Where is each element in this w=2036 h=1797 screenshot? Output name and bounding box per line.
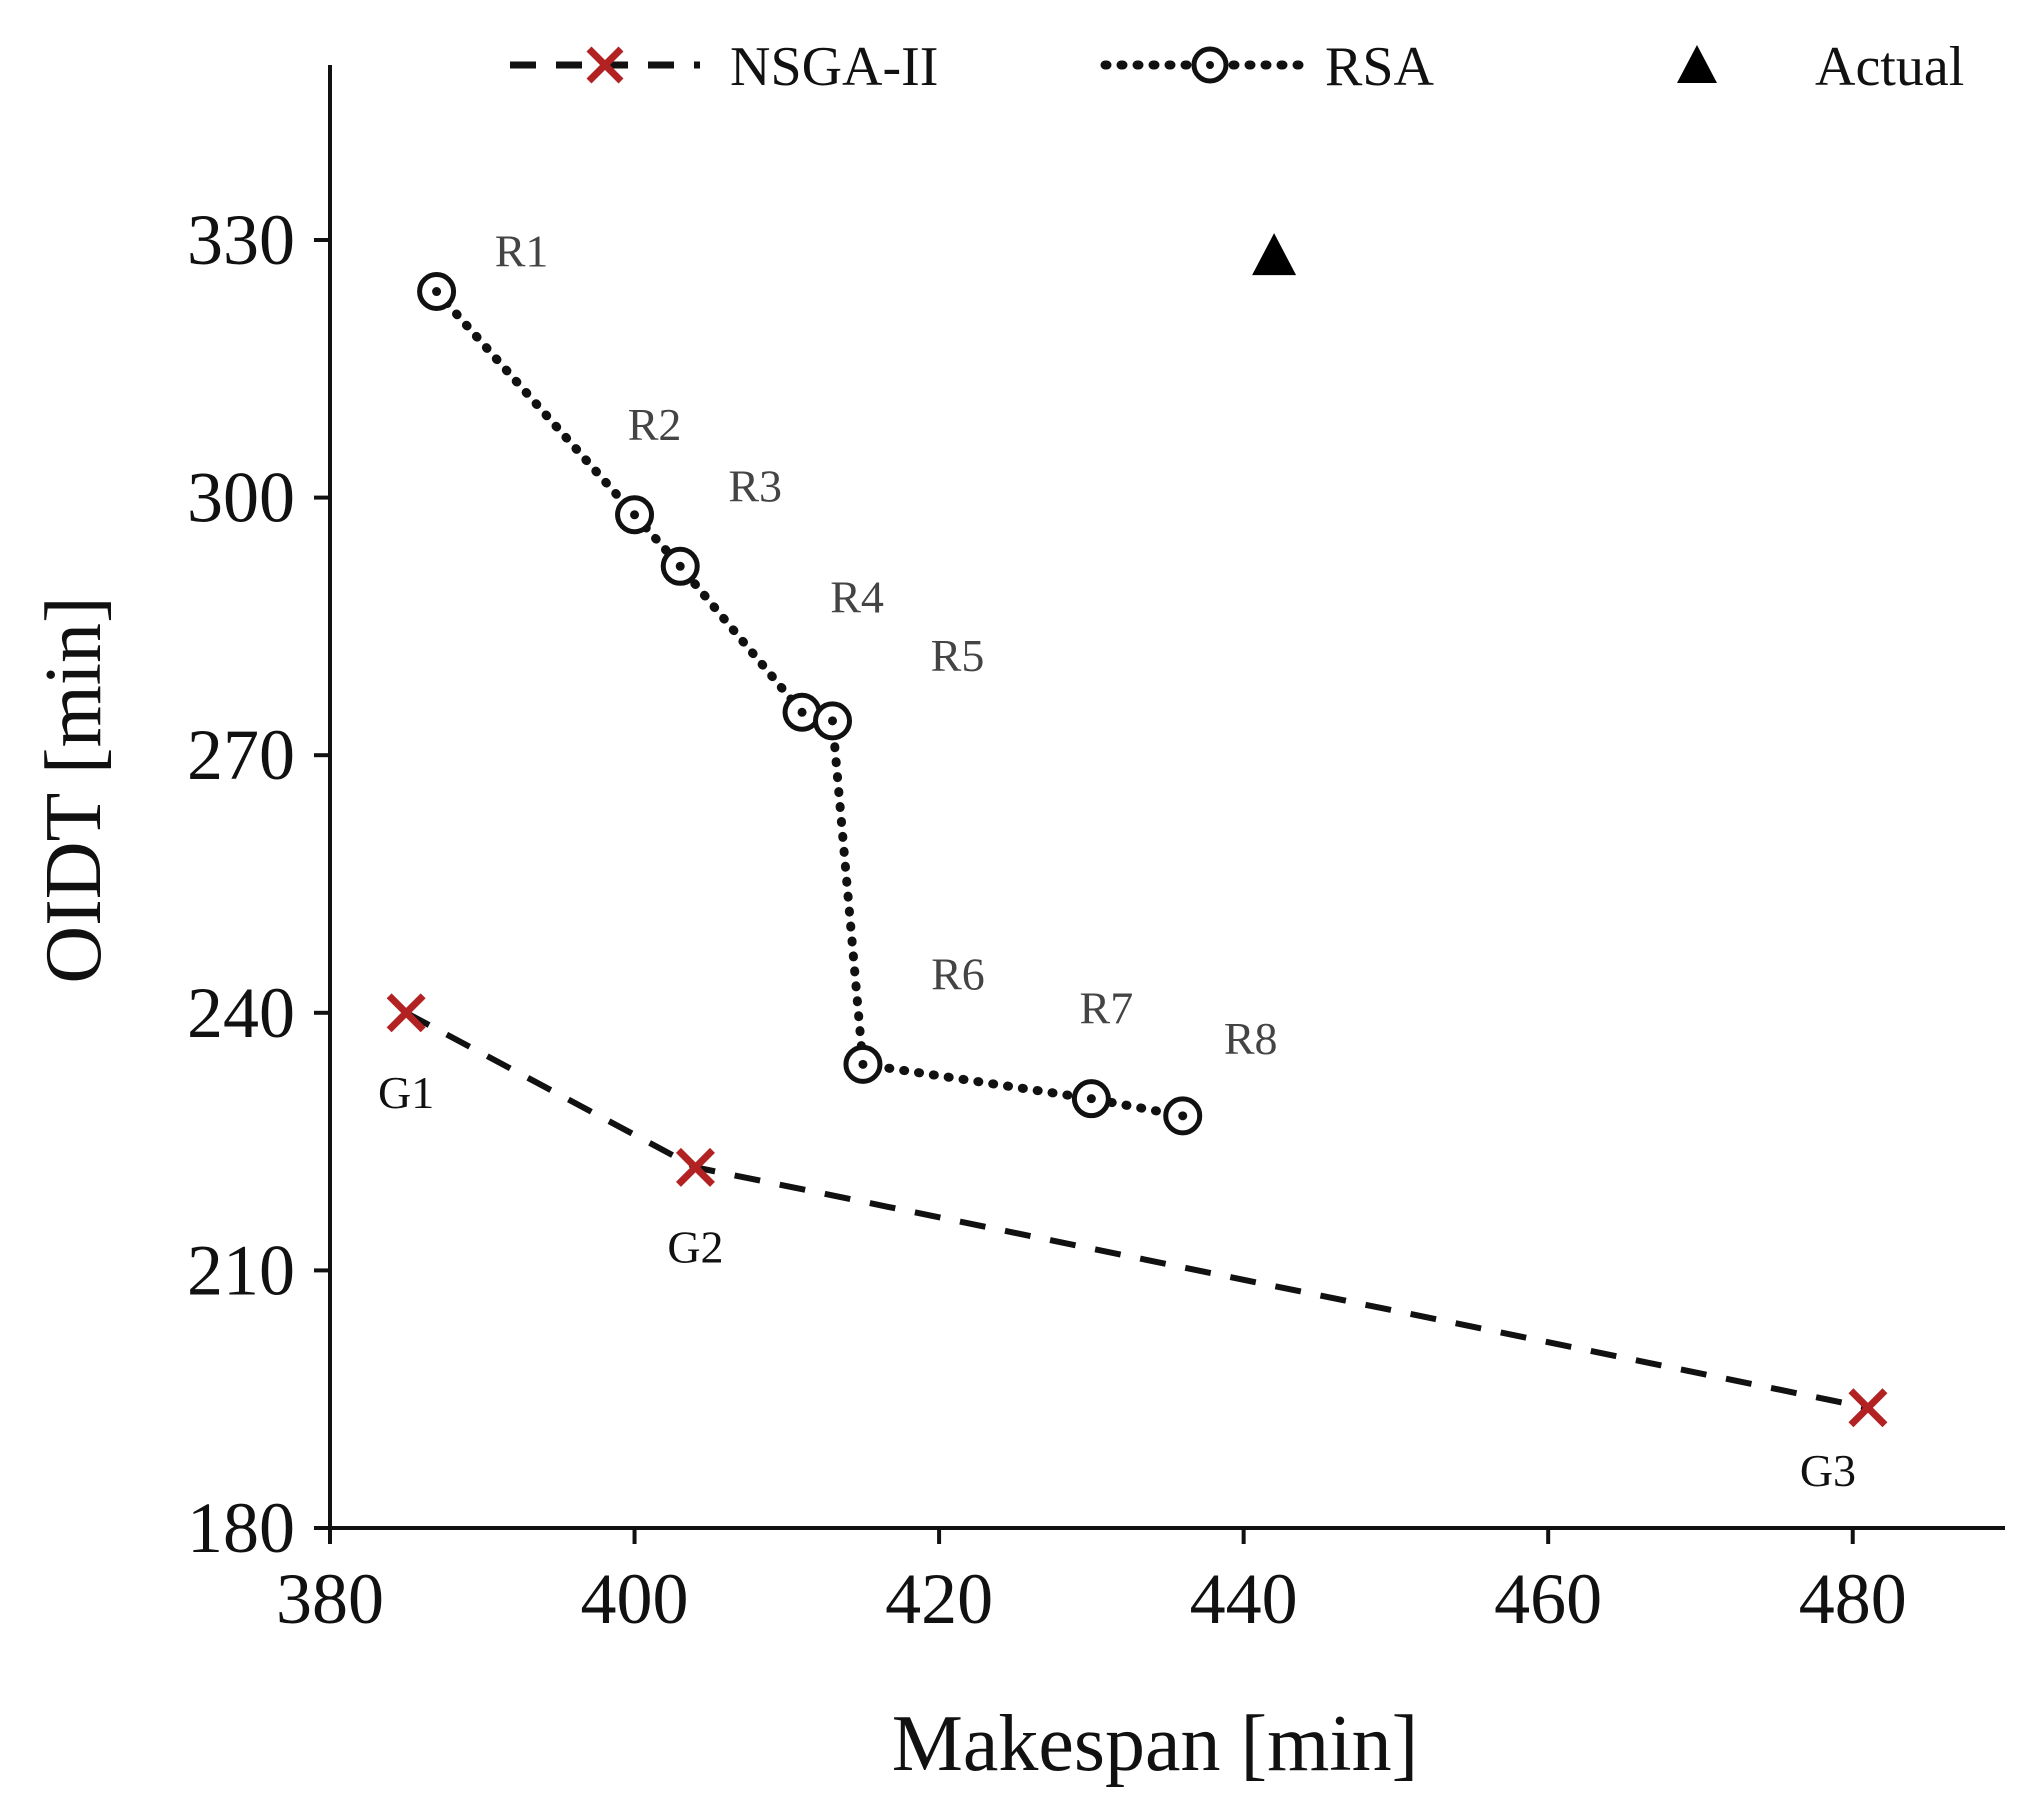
legend-rsa-marker (1191, 46, 1229, 84)
point-labels: G1 G2 G3 R1 R2 R3 R4 R5 R6 R7 R8 (378, 226, 1856, 1496)
point-label-r8: R8 (1224, 1013, 1278, 1064)
point-label-r4: R4 (830, 571, 884, 622)
x-ticks: 380 400 420 440 460 480 (276, 1528, 1907, 1639)
nsga-point-g3 (1848, 1388, 1888, 1428)
point-label-g2: G2 (667, 1221, 723, 1272)
nsga-point-g1 (386, 993, 426, 1033)
point-label-g1: G1 (378, 1067, 434, 1118)
point-label-g3: G3 (1800, 1445, 1856, 1496)
y-tick-label: 210 (187, 1230, 295, 1310)
y-axis-title: OIDT [min] (30, 596, 118, 983)
x-tick-label: 420 (885, 1559, 993, 1639)
legend-item-actual: Actual (1677, 36, 1964, 98)
y-tick-label: 270 (187, 715, 295, 795)
legend-nsga-label: NSGA-II (730, 36, 938, 98)
legend-rsa-label: RSA (1325, 36, 1434, 98)
nsga-point-g2 (675, 1147, 715, 1187)
point-label-r1: R1 (495, 226, 549, 277)
point-label-r3: R3 (728, 460, 782, 511)
y-ticks: 180 210 240 270 300 330 (187, 200, 330, 1568)
point-label-r7: R7 (1080, 983, 1134, 1034)
y-tick-label: 330 (187, 200, 295, 280)
legend-actual-marker (1677, 45, 1717, 83)
rsa-point-r8 (1163, 1096, 1203, 1136)
y-tick-label: 300 (187, 458, 295, 538)
axes: 380 400 420 440 460 480 180 210 240 270 300 330 (187, 65, 2005, 1639)
rsa-point-r5 (813, 701, 852, 741)
rsa-point-r3 (660, 546, 700, 586)
legend: NSGA-II RSA Actual (510, 36, 1964, 98)
y-tick-label: 180 (187, 1488, 295, 1568)
rsa-point-r2 (615, 495, 655, 535)
x-tick-label: 460 (1494, 1559, 1602, 1639)
rsa-point-r1 (417, 272, 457, 312)
x-tick-label: 480 (1799, 1559, 1907, 1639)
series-markers (386, 233, 1888, 1428)
actual-point (1252, 233, 1297, 276)
nsga-series-line (404, 1010, 1869, 1411)
rsa-point-r4 (782, 692, 822, 732)
rsa-point-r6 (843, 1044, 883, 1084)
x-tick-label: 440 (1190, 1559, 1298, 1639)
rsa-point-r7 (1071, 1079, 1111, 1119)
y-tick-label: 240 (187, 973, 295, 1053)
point-label-r5: R5 (931, 630, 985, 681)
legend-actual-label: Actual (1815, 36, 1964, 98)
x-axis-title: Makespan [min] (892, 1700, 1419, 1788)
x-tick-label: 380 (276, 1559, 384, 1639)
legend-nsga-marker (586, 46, 624, 84)
point-label-r2: R2 (628, 399, 682, 450)
point-label-r6: R6 (931, 948, 985, 999)
legend-item-nsga: NSGA-II (510, 36, 938, 98)
x-tick-label: 400 (581, 1559, 689, 1639)
series-lines (404, 287, 1869, 1411)
legend-item-rsa: RSA (1100, 36, 1434, 98)
